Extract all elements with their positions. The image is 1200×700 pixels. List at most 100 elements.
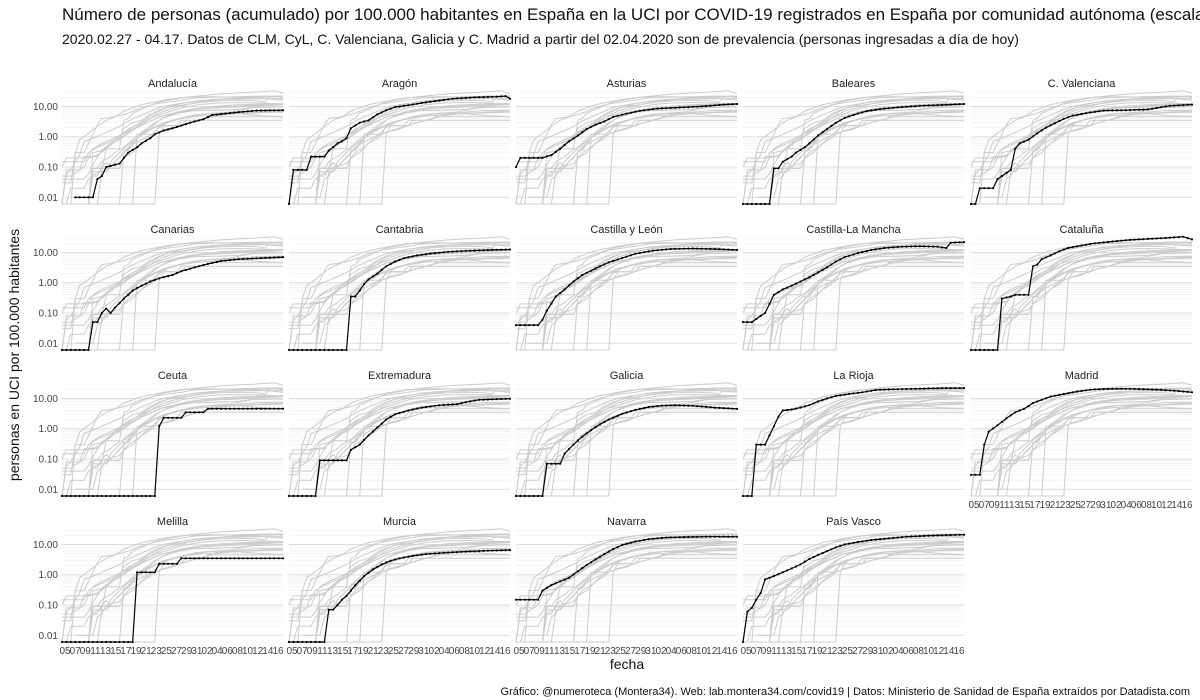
background-series-line	[742, 242, 965, 351]
data-point	[1058, 393, 1061, 396]
data-point	[296, 640, 299, 644]
background-series-line	[743, 544, 965, 643]
x-tick-label: 13	[781, 646, 793, 657]
data-point	[1062, 392, 1065, 396]
data-point	[349, 448, 352, 451]
x-tick-label: 06	[903, 646, 915, 657]
data-point	[541, 156, 544, 159]
panel-background-series	[61, 90, 284, 205]
data-point	[772, 425, 776, 428]
background-series-line	[289, 541, 511, 643]
background-series-line	[289, 116, 510, 205]
data-point	[220, 259, 223, 263]
background-series-line	[971, 96, 1193, 184]
background-series-line	[62, 395, 284, 497]
data-point	[918, 535, 921, 538]
data-point	[1049, 395, 1052, 398]
x-tick-label: 27	[171, 646, 183, 657]
data-point	[537, 598, 540, 601]
data-point	[371, 568, 375, 571]
data-point	[500, 248, 503, 251]
background-series-line	[516, 395, 738, 497]
background-series-line	[971, 250, 1193, 351]
data-point	[508, 549, 512, 552]
data-point	[687, 247, 690, 250]
data-point	[1155, 106, 1158, 110]
data-point	[764, 578, 767, 581]
data-point	[790, 408, 793, 411]
data-point	[945, 103, 948, 106]
data-point	[914, 535, 917, 538]
data-point	[193, 120, 196, 123]
data-point	[563, 144, 566, 147]
x-tick-label: 14	[489, 646, 501, 657]
data-point	[429, 252, 432, 255]
data-point	[607, 261, 610, 264]
panel-title: País Vasco	[826, 516, 881, 528]
data-point	[781, 571, 784, 574]
data-point	[1036, 132, 1039, 135]
data-point	[794, 282, 798, 285]
data-point	[1155, 388, 1158, 391]
data-point	[958, 533, 961, 536]
panel-background-series	[742, 90, 965, 205]
data-point	[447, 250, 450, 253]
data-point	[983, 187, 986, 190]
data-point	[768, 434, 771, 437]
data-point	[171, 416, 174, 419]
background-series-line	[516, 395, 738, 497]
background-series-line	[971, 395, 1193, 497]
background-series-line	[62, 104, 284, 205]
y-tick-label: 0.01	[39, 485, 59, 496]
data-point	[861, 540, 864, 543]
data-point	[772, 575, 776, 578]
background-series-line	[743, 257, 965, 351]
data-point	[113, 163, 117, 166]
data-point	[825, 266, 829, 269]
data-point	[794, 407, 798, 410]
background-series-line	[289, 548, 511, 643]
data-point	[277, 557, 280, 560]
x-tick-label: 15	[791, 646, 803, 657]
data-point	[318, 155, 321, 158]
data-point	[954, 387, 957, 390]
y-tick-label: 10.00	[33, 540, 58, 551]
data-point	[545, 586, 549, 590]
x-tick-label: 29	[181, 646, 193, 657]
x-tick-label: 04	[212, 646, 224, 657]
data-point	[167, 416, 170, 419]
x-tick-label: 31	[418, 646, 430, 657]
data-point	[665, 404, 668, 407]
background-series-line	[971, 403, 1193, 497]
data-point	[1080, 389, 1083, 392]
data-point	[242, 110, 245, 113]
data-point	[634, 408, 637, 411]
data-point	[1098, 110, 1101, 113]
background-series-line	[62, 119, 283, 205]
data-point	[118, 162, 121, 165]
data-point	[184, 411, 187, 414]
background-series-line	[516, 106, 738, 205]
background-series-line	[516, 250, 738, 351]
background-series-line	[62, 548, 284, 643]
data-point	[1031, 265, 1034, 268]
data-point	[83, 348, 86, 352]
data-point	[567, 576, 571, 579]
data-point	[500, 549, 503, 552]
background-series-line	[971, 110, 1193, 205]
data-point	[180, 124, 183, 127]
background-series-line	[516, 387, 738, 469]
data-point	[731, 407, 734, 410]
data-point	[127, 640, 130, 644]
background-series-line	[971, 95, 1193, 177]
x-tick-label: 17	[1029, 500, 1041, 511]
data-point	[438, 552, 441, 555]
background-series-line	[743, 236, 965, 351]
data-point	[709, 406, 712, 409]
data-point	[700, 535, 703, 538]
data-point	[727, 535, 730, 538]
data-point	[817, 553, 820, 557]
data-point	[228, 407, 232, 410]
data-point	[532, 156, 535, 159]
background-series-line	[62, 116, 283, 205]
